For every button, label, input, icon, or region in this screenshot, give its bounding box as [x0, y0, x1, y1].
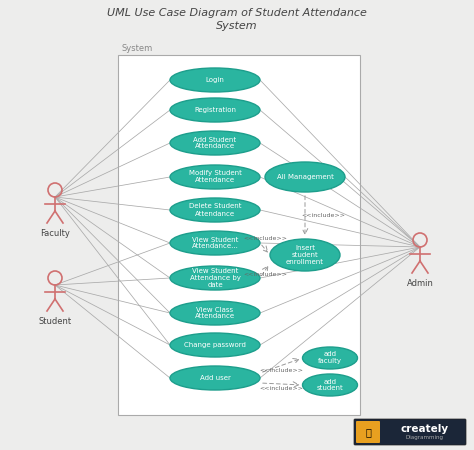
Text: Faculty: Faculty: [40, 229, 70, 238]
Text: Modify Student
Attendance: Modify Student Attendance: [189, 171, 241, 184]
Text: View Class
Attendance: View Class Attendance: [195, 306, 235, 320]
Text: UML Use Case Diagram of Student Attendance
System: UML Use Case Diagram of Student Attendan…: [107, 8, 367, 31]
Text: Registration: Registration: [194, 107, 236, 113]
Text: <<include>>: <<include>>: [243, 271, 287, 276]
FancyBboxPatch shape: [118, 55, 360, 415]
Text: creately: creately: [401, 424, 449, 434]
FancyBboxPatch shape: [356, 421, 380, 443]
Text: Diagramming: Diagramming: [406, 436, 444, 441]
Ellipse shape: [265, 162, 345, 192]
Text: add
student: add student: [317, 378, 343, 392]
Text: All Management: All Management: [276, 174, 333, 180]
Ellipse shape: [170, 198, 260, 222]
Ellipse shape: [170, 165, 260, 189]
Ellipse shape: [170, 366, 260, 390]
Ellipse shape: [270, 239, 340, 271]
Text: Add Student
Attendance: Add Student Attendance: [193, 136, 237, 149]
Text: Login: Login: [206, 77, 224, 83]
Text: System: System: [122, 44, 153, 53]
Text: View Student
Attendance by
date: View Student Attendance by date: [190, 268, 240, 288]
Text: Delete Student
Attendance: Delete Student Attendance: [189, 203, 241, 216]
Ellipse shape: [170, 333, 260, 357]
Text: <<include>>: <<include>>: [259, 386, 303, 391]
Text: Admin: Admin: [407, 279, 433, 288]
Ellipse shape: [302, 374, 357, 396]
Text: Student: Student: [38, 317, 72, 326]
Text: <<include>>: <<include>>: [301, 213, 345, 218]
Text: View Student
Attendance...: View Student Attendance...: [191, 237, 238, 249]
Ellipse shape: [302, 347, 357, 369]
Text: Add user: Add user: [200, 375, 230, 381]
Ellipse shape: [170, 98, 260, 122]
Text: <<include>>: <<include>>: [243, 237, 287, 242]
Ellipse shape: [170, 231, 260, 255]
Text: Insert
student
enrollment: Insert student enrollment: [286, 245, 324, 265]
Text: add
faculty: add faculty: [318, 351, 342, 364]
Text: <<include>>: <<include>>: [259, 368, 303, 373]
Ellipse shape: [170, 131, 260, 155]
Text: Change password: Change password: [184, 342, 246, 348]
Ellipse shape: [170, 68, 260, 92]
FancyBboxPatch shape: [354, 419, 466, 445]
Ellipse shape: [170, 301, 260, 325]
Text: 💡: 💡: [365, 427, 371, 437]
Ellipse shape: [170, 266, 260, 290]
